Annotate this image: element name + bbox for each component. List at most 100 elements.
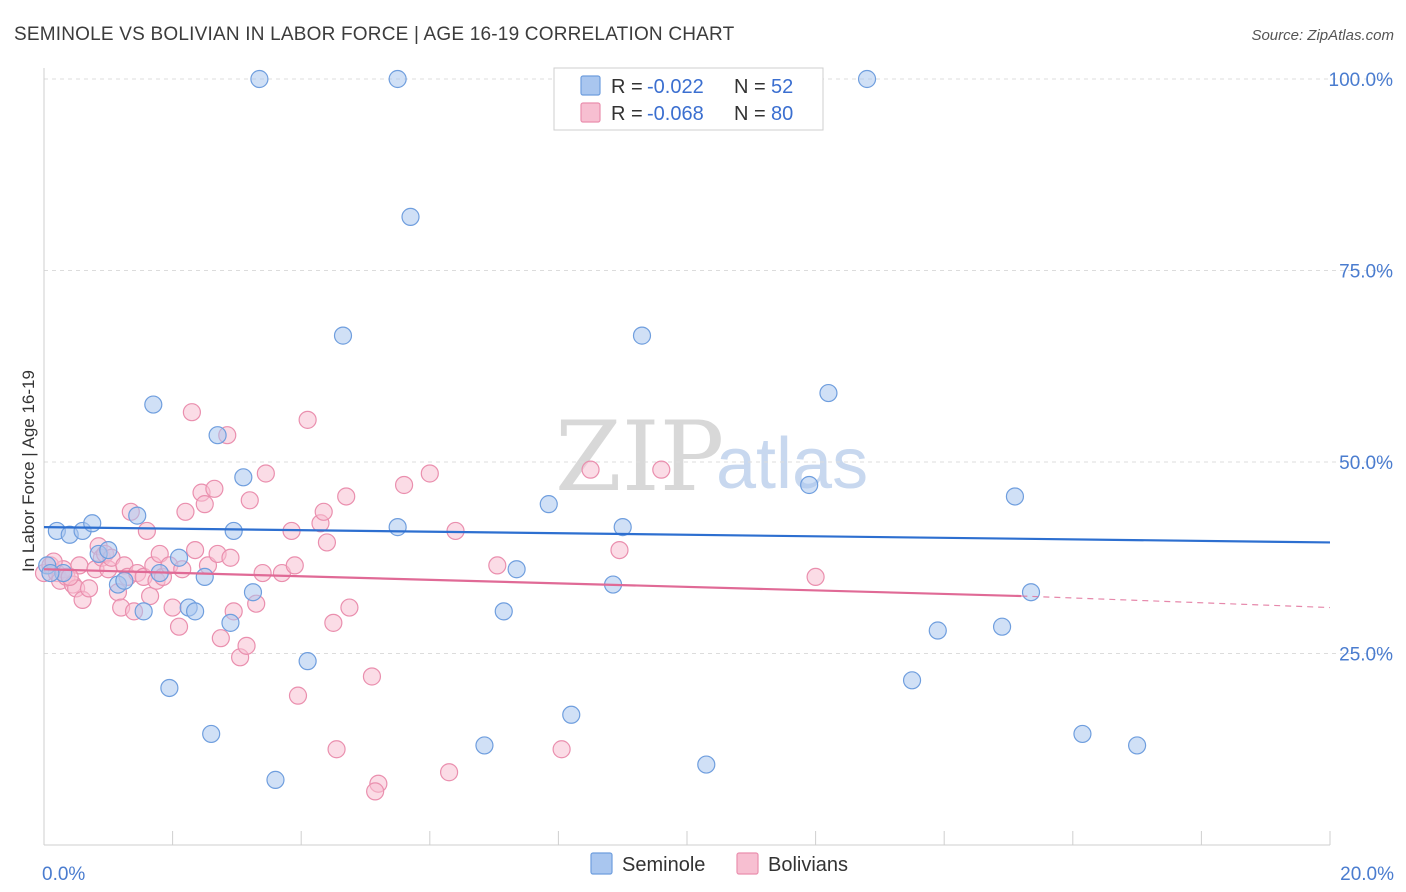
- y-tick-label-50: 50.0%: [1339, 453, 1393, 474]
- seminole-point-18: [195, 567, 214, 587]
- seminole-point-36: [562, 705, 581, 724]
- bolivians-point-57: [298, 410, 317, 429]
- bolivians-point-75: [610, 540, 629, 560]
- bolivians-point-32: [163, 598, 182, 617]
- seminole-point-51: [41, 563, 60, 583]
- seminole-point-38: [613, 518, 632, 537]
- bolivians-point-39: [195, 495, 214, 514]
- bolivians-point-33: [169, 617, 189, 636]
- seminole-point-9: [115, 571, 134, 590]
- seminole-point-34: [507, 560, 526, 579]
- bolivians-point-64: [340, 598, 359, 617]
- bolivians-trend-extension: [1021, 595, 1331, 609]
- bolivians-point-37: [186, 540, 205, 560]
- legend-seminole-r-value: -0.022: [647, 76, 704, 98]
- seminole-point-7: [99, 540, 118, 560]
- legend-bolivians-swatch: [580, 102, 601, 123]
- correlation-legend: R = -0.022 N = 52 R = -0.068 N = 80: [553, 67, 824, 131]
- x-tick-label-min: 0.0%: [42, 864, 85, 885]
- watermark-zip: ZIP: [555, 401, 724, 513]
- legend-bolivians-n-label: N =: [734, 103, 766, 125]
- seminole-point-35: [539, 495, 558, 514]
- seminole-point-27: [298, 652, 317, 671]
- source-label: Source: ZipAtlas.com: [1251, 27, 1394, 44]
- seminole-point-40: [697, 755, 716, 774]
- seminole-point-33: [494, 602, 513, 621]
- y-tick-label-100: 100.0%: [1329, 70, 1394, 91]
- bolivians-point-77: [806, 567, 825, 587]
- bolivians-point-67: [366, 782, 385, 801]
- bolivians-point-60: [317, 533, 337, 552]
- seminole-point-48: [1021, 583, 1041, 602]
- seminole-point-42: [819, 383, 838, 403]
- series-legend: Seminole Bolivians: [590, 852, 848, 876]
- seminole-point-10: [128, 506, 147, 525]
- y-tick-label-25: 25.0%: [1339, 645, 1393, 666]
- seminole-point-39: [632, 326, 652, 345]
- bolivians-point-59: [314, 502, 333, 521]
- seminole-point-21: [221, 613, 240, 632]
- bolivians-trend-line: [43, 568, 1022, 598]
- legend-seminole-n-value: 52: [771, 76, 793, 98]
- bolivians-point-35: [176, 502, 195, 521]
- bolivians-point-68: [394, 475, 414, 495]
- bolivians-point-26: [140, 586, 160, 606]
- seminole-point-15: [169, 548, 189, 567]
- seminole-point-14: [160, 678, 179, 698]
- bolivians-point-48: [237, 636, 256, 655]
- bolivians-point-45: [221, 548, 240, 567]
- seminole-point-12: [144, 395, 163, 414]
- seminole-point-11: [134, 602, 153, 621]
- seminole-point-46: [992, 617, 1012, 636]
- seminole-point-32: [475, 736, 494, 755]
- bolivians-point-69: [420, 464, 439, 483]
- seminole-point-5: [83, 514, 102, 533]
- bolivians-point-70: [439, 763, 459, 782]
- bolivians-point-49: [240, 491, 259, 510]
- bottom-legend-bolivians-swatch: [736, 852, 759, 875]
- seminole-point-24: [243, 583, 263, 602]
- chart-title: SEMINOLE VS BOLIVIAN IN LABOR FORCE | AG…: [14, 24, 735, 45]
- bolivians-point-25: [137, 521, 156, 541]
- seminole-point-25: [250, 69, 269, 89]
- gridlines: [44, 78, 1392, 654]
- seminole-point-50: [1127, 736, 1147, 755]
- legend-bolivians-r-value: -0.068: [647, 103, 704, 125]
- bolivians-point-63: [337, 487, 356, 506]
- y-axis-tick-labels: 25.0% 50.0% 75.0% 100.0%: [1329, 70, 1394, 666]
- y-tick-label-75: 75.0%: [1339, 262, 1393, 283]
- seminole-point-20: [208, 426, 227, 445]
- bolivians-point-76: [652, 460, 671, 479]
- seminole-point-19: [202, 724, 221, 744]
- bolivians-point-36: [182, 403, 201, 422]
- seminole-point-26: [266, 770, 285, 789]
- seminole-point-31: [401, 207, 420, 226]
- bottom-legend-seminole-label: Seminole: [622, 854, 705, 876]
- legend-seminole-r-label: R =: [611, 76, 643, 98]
- legend-seminole-swatch: [580, 75, 601, 96]
- bolivians-point-56: [288, 686, 308, 705]
- seminole-point-23: [234, 468, 253, 487]
- seminole-point-44: [902, 671, 922, 690]
- bolivians-point-51: [253, 563, 272, 583]
- seminole-point-45: [928, 621, 947, 640]
- bolivians-point-52: [256, 464, 275, 483]
- bolivians-point-61: [324, 613, 343, 632]
- bolivians-point-43: [211, 629, 230, 648]
- legend-bolivians-r-label: R =: [611, 103, 643, 125]
- seminole-point-47: [1005, 487, 1025, 506]
- bolivians-point-65: [362, 667, 382, 686]
- bolivians-point-41: [205, 479, 224, 498]
- watermark: ZIP atlas: [555, 401, 868, 513]
- legend-bolivians-n-value: 80: [771, 103, 793, 125]
- x-axis-ticks: [43, 831, 1331, 845]
- seminole-point-30: [388, 518, 407, 537]
- bolivians-point-10: [79, 579, 99, 598]
- seminole-point-43: [857, 69, 877, 89]
- bolivians-point-73: [552, 740, 571, 759]
- bolivians-point-55: [285, 556, 304, 575]
- seminole-point-49: [1073, 724, 1092, 744]
- series-seminole-points: [38, 69, 1147, 789]
- watermark-atlas: atlas: [716, 424, 868, 504]
